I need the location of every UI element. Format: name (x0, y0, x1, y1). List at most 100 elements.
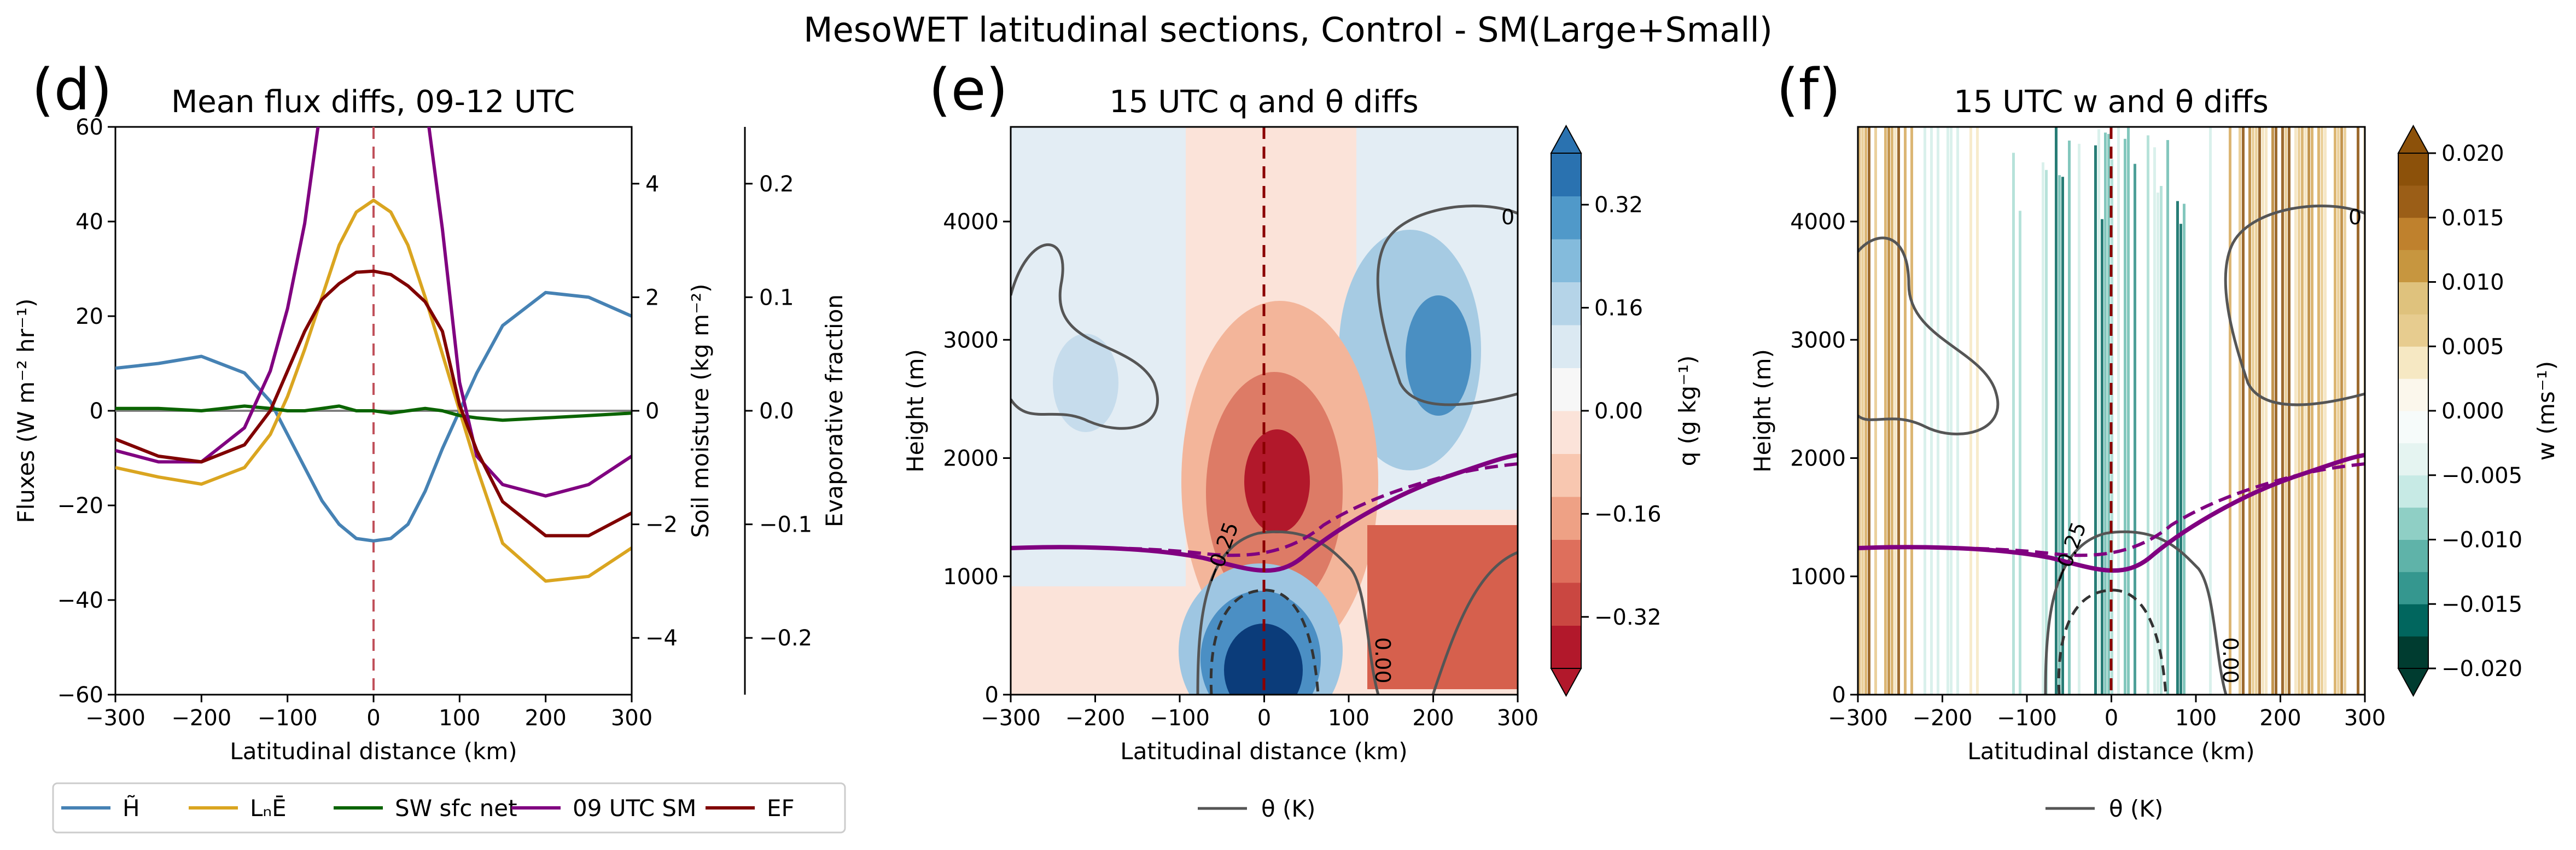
panel-e-x-tick-label: 200 (1412, 706, 1454, 731)
panel-f-w-stripe (2166, 140, 2169, 695)
panel-e: (e) 15 UTC q and θ diffs (902, 56, 1701, 822)
panel-d-sm-tick-label: −4 (645, 626, 678, 651)
panel-e-theta-legend: θ (K) (1198, 795, 1315, 822)
panel-f-colorbar-swatch (2398, 411, 2428, 444)
panel-d-sm-tick-label: 2 (645, 285, 659, 310)
panel-f-w-stripe (1891, 127, 1893, 695)
panel-f-theta-legend: θ (K) (2045, 795, 2163, 822)
panel-f-w-stripe (2107, 133, 2110, 695)
panel-f-w-stripe (2160, 185, 2163, 695)
panel-f-w-stripe (1969, 127, 1972, 695)
panel-e-theta-contour-left (1011, 243, 1159, 430)
panel-f-w-stripe (2340, 127, 2343, 695)
panel-e-colorbar-tick-label: 0.16 (1594, 296, 1643, 321)
panel-f-colorbar-swatch (2398, 153, 2428, 186)
panel-f-w-stripe (2242, 127, 2245, 695)
panel-e-colorbar-swatch (1551, 539, 1581, 583)
panel-f-colorbar-swatch (2398, 379, 2428, 411)
panel-d-title: Mean flux diffs, 09-12 UTC (171, 84, 575, 120)
panel-e-theta-legend-label: θ (K) (1261, 795, 1315, 822)
panel-f-w-stripe (2094, 145, 2097, 695)
panel-d-ef-tick-label: 0.1 (759, 285, 794, 310)
panel-f-theta-contour-dashed (2057, 589, 2167, 695)
panel-e-colorbar-swatch (1551, 282, 1581, 325)
panel-f-w-stripe (2265, 127, 2268, 695)
panel-e-title: 15 UTC q and θ diffs (1109, 84, 1418, 120)
panel-f-w-stripe (2179, 224, 2182, 695)
panel-d-legend-label: 09 UTC SM (573, 795, 696, 822)
panel-f-w-stripe (2124, 138, 2126, 695)
panel-f-theta-contour-right (2224, 205, 2365, 406)
panel-f-letter: (f) (1776, 56, 1841, 123)
panel-d-series-h (115, 290, 632, 543)
panel-f-w-stripe (2298, 127, 2300, 695)
panel-f-w-stripe (1956, 127, 1959, 695)
panel-f-w-stripe (2301, 127, 2304, 695)
panel-d-lines (115, 127, 632, 583)
panel-e-dry-anomaly-lower-right (1367, 525, 1518, 689)
panel-e-theta-contour-right (1376, 205, 1518, 406)
panel-e-y-tick-label: 4000 (943, 209, 999, 235)
panel-f-w-stripe (2311, 127, 2313, 695)
panel-e-colorbar-swatch (1551, 411, 1581, 454)
panel-e-colorbar-min-arrow (1550, 668, 1582, 697)
panel-e-contour-label-zero: 0.00 (1371, 637, 1395, 684)
panel-f-w-stripe (1937, 127, 1939, 695)
panel-f-w-stripe (2248, 127, 2251, 695)
panel-d-ylabel: Fluxes (W m⁻² hr⁻¹) (13, 299, 39, 523)
panel-d-y-tick-label: 40 (75, 209, 103, 235)
panel-f-w-stripe (2153, 147, 2156, 695)
panel-d-series-ef (115, 269, 632, 538)
panel-f-w-stripe (2294, 127, 2297, 695)
panel-e-colorbar-tick-label: 0.32 (1594, 193, 1643, 218)
panel-d-ef-ticks: −0.2 −0.1 0.0 0.1 0.2 (745, 172, 812, 651)
panel-f-xlabel: Latitudinal distance (km) (1967, 738, 2254, 765)
panel-f-w-stripe (2317, 127, 2320, 695)
panel-f-colorbar: −0.020 −0.015 −0.010 −0.005 0.000 0.005 0.010 0… (2397, 124, 2522, 697)
panel-e-theta-contour-lower-right (1431, 551, 1518, 695)
panel-f-w-stripe (1884, 127, 1887, 695)
panel-f-w-stripe (2239, 127, 2241, 695)
panel-f-colorbar-swatch (2398, 443, 2428, 476)
panel-f-w-stripe (2147, 135, 2149, 695)
panel-f-w-stripe (2157, 193, 2159, 695)
panel-d-sm-ticks: −4 −2 0 2 4 (632, 172, 678, 651)
panel-f-w-stripe (1950, 127, 1953, 695)
panel-f-colorbar-tick-label: 0.000 (2441, 399, 2504, 424)
panel-f-w-stripe (2101, 219, 2103, 695)
panel-f-w-stripe (1946, 127, 1949, 695)
panel-f-y-ticks: 0 1000 2000 3000 4000 (1790, 209, 1858, 708)
panel-f-y-tick-label: 2000 (1790, 446, 1846, 471)
panel-d-x-tick-label: 200 (524, 706, 566, 731)
panel-f-colorbar-swatch (2398, 185, 2428, 218)
panel-f-title: 15 UTC w and θ diffs (1954, 84, 2269, 120)
panel-e-y-ticks: 0 1000 2000 3000 4000 (943, 209, 1011, 708)
panel-f-w-stripe (2012, 153, 2015, 695)
panel-f-w-stripe (2045, 170, 2048, 695)
panel-f: (f) 15 UTC w and θ diffs −0.25 0.00 0 −3… (1749, 56, 2560, 822)
panel-f-w-stripe (2337, 127, 2340, 695)
panel-d-x-tick-label: −200 (171, 706, 231, 731)
panel-d-y-tick-label: −60 (57, 683, 103, 708)
panel-d-letter: (d) (32, 56, 112, 123)
panel-f-w-stripe (2344, 127, 2346, 695)
panel-e-y-tick-label: 1000 (943, 564, 999, 590)
panel-f-x-tick-label: 300 (2344, 706, 2386, 731)
panel-f-w-stripe (2271, 127, 2274, 695)
panel-f-theta-legend-label: θ (K) (2109, 795, 2163, 822)
panel-f-w-stripe (1894, 127, 1897, 695)
panel-f-w-stripe (2229, 127, 2231, 695)
panel-f-w-stripe (2255, 127, 2258, 695)
panel-f-colorbar-swatch (2398, 314, 2428, 347)
panel-d-x-tick-label: 300 (611, 706, 652, 731)
panel-f-colorbar-swatch (2398, 572, 2428, 604)
panel-f-w-stripe (1976, 127, 1979, 695)
panel-f-w-stripe (2262, 127, 2264, 695)
panel-f-colorbar-label: w (ms⁻¹) (2533, 361, 2560, 461)
panel-f-colorbar-max-arrow (2397, 124, 2429, 154)
panel-d-ef-tick-label: −0.2 (759, 626, 812, 651)
panel-f-w-stripe (2097, 129, 2100, 695)
panel-f-field (1858, 127, 2365, 695)
panel-f-w-stripe (2042, 162, 2044, 695)
panel-f-w-stripe (2321, 127, 2323, 695)
